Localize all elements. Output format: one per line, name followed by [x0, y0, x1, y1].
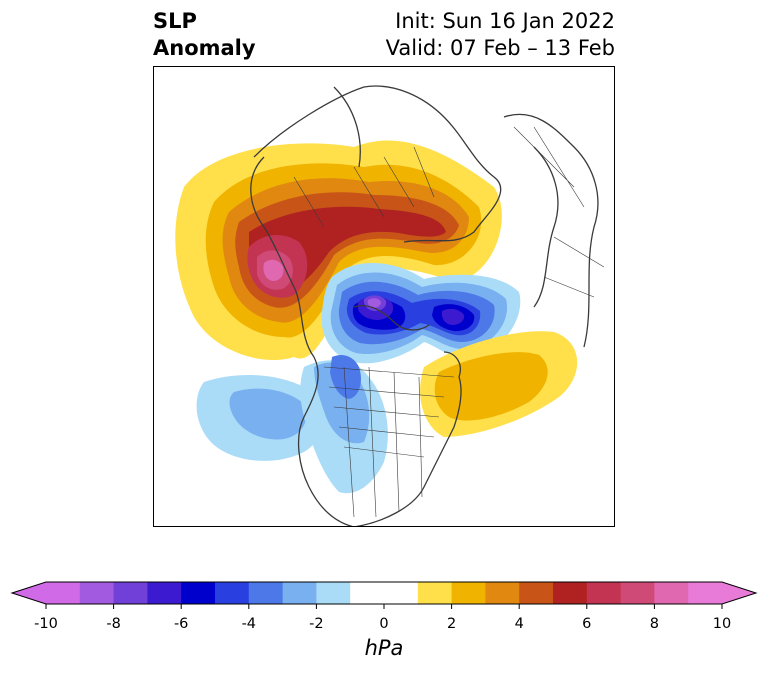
colorbar-ticks: -10 -8 -6 -4 -2 0 2 4 6 8 10 — [34, 604, 731, 632]
colorbar-bins — [10, 581, 758, 605]
political-borders — [293, 126, 605, 518]
colorbar-bin-7 — [282, 582, 317, 604]
positive-anomaly-atlantic — [420, 331, 578, 437]
colorbar-bin-13 — [519, 582, 554, 604]
map-title: SLP Anomaly — [153, 8, 256, 62]
title-variable: SLP — [153, 9, 197, 33]
colorbar-unit: hPa — [364, 636, 404, 660]
colorbar-tick-label: 8 — [650, 616, 659, 632]
colorbar-bin-11 — [451, 582, 486, 604]
colorbar-tick-label: 10 — [713, 616, 731, 632]
negative-anomaly-east-pacific — [196, 355, 388, 494]
colorbar-tick-label: -4 — [242, 616, 256, 632]
colorbar-tick-label: -6 — [174, 616, 188, 632]
map-canvas — [175, 85, 605, 526]
colorbar-bin-12 — [485, 582, 520, 604]
negative-anomaly-arctic — [321, 262, 521, 364]
colorbar-bin-8 — [316, 582, 351, 604]
colorbar-bin-16 — [620, 582, 655, 604]
colorbar-tick-label: 6 — [582, 616, 591, 632]
colorbar-bin-6 — [248, 582, 284, 604]
colorbar-bin-9 — [350, 582, 419, 604]
coastlines — [250, 85, 599, 526]
colorbar-bin-5 — [215, 582, 250, 604]
title-variable-sub: Anomaly — [153, 36, 256, 60]
colorbar-tick-label: -10 — [34, 616, 58, 632]
colorbar-over-arrow — [722, 582, 756, 604]
colorbar-bin-0 — [46, 582, 81, 604]
colorbar-bin-1 — [79, 582, 115, 604]
colorbar-bin-10 — [417, 582, 453, 604]
colorbar-tick-label: 0 — [379, 616, 388, 632]
colorbar-bin-3 — [147, 582, 182, 604]
init-date: Init: Sun 16 Jan 2022 — [395, 9, 615, 33]
colorbar-tick-label: -2 — [309, 616, 323, 632]
colorbar-bin-15 — [586, 582, 622, 604]
positive-anomaly-north-pacific — [175, 140, 502, 361]
colorbar-bin-4 — [181, 582, 216, 604]
colorbar-bin-2 — [113, 582, 148, 604]
colorbar-tick-label: 2 — [447, 616, 456, 632]
polar-map — [153, 66, 615, 527]
colorbar-bin-18 — [688, 582, 723, 604]
colorbar-bin-14 — [553, 582, 588, 604]
colorbar-tick-label: 4 — [515, 616, 524, 632]
valid-date: Valid: 07 Feb – 13 Feb — [385, 36, 615, 60]
colorbar-under-arrow — [12, 582, 46, 604]
colorbar-tick-label: -8 — [106, 616, 120, 632]
map-dates: Init: Sun 16 Jan 2022 Valid: 07 Feb – 13… — [386, 8, 615, 62]
colorbar-bin-17 — [654, 582, 689, 604]
colorbar: -10 -8 -6 -4 -2 0 2 4 6 8 10 — [10, 581, 758, 632]
